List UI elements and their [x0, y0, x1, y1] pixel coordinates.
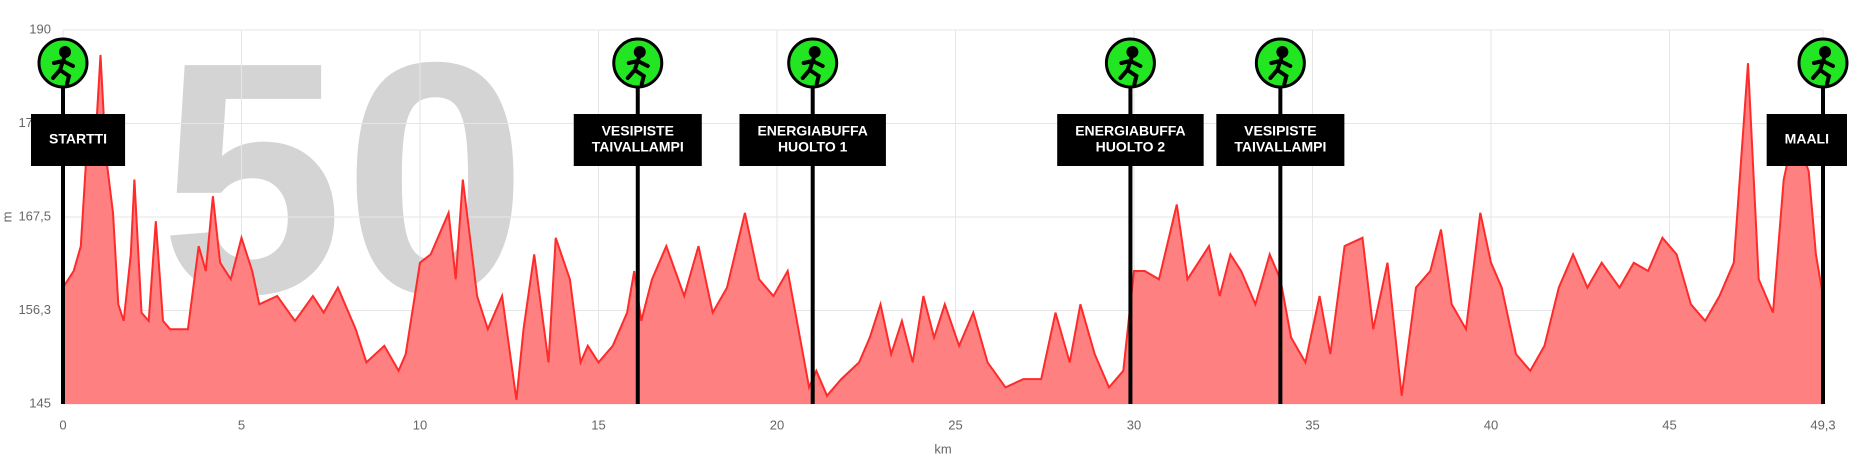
runner-head: [633, 46, 646, 58]
runner-body: [800, 56, 825, 86]
runner-head: [808, 46, 821, 58]
marker-label: STARTTI: [49, 131, 107, 147]
x-tick-label: 30: [1127, 417, 1141, 432]
area-fill: [63, 54, 1823, 405]
marker-label-box: [573, 114, 702, 166]
marker-label: ENERGIABUFFA: [1075, 123, 1185, 139]
x-tick-label: 20: [770, 417, 784, 432]
y-tick-label: 167,5: [18, 208, 51, 223]
runner-head: [1126, 46, 1139, 58]
marker-label: TAIVALLAMPI: [592, 139, 684, 155]
runner-body: [1811, 56, 1835, 86]
runner-head: [1819, 46, 1831, 58]
marker-label: MAALI: [1785, 131, 1829, 147]
marker-label: VESIPISTE: [602, 123, 674, 139]
waypoint-marker: MAALI: [1766, 37, 1849, 404]
x-axis-label: km: [934, 441, 951, 456]
marker-label: HUOLTO 2: [1096, 139, 1166, 155]
x-tick-label: 25: [948, 417, 962, 432]
x-tick-label: 0: [59, 417, 66, 432]
y-tick-label: 156,3: [18, 302, 51, 317]
runner-body: [1118, 56, 1143, 86]
x-tick-label: 49,3: [1810, 417, 1835, 432]
waypoint-marker: STARTTI: [31, 37, 126, 404]
marker-label: VESIPISTE: [1244, 123, 1316, 139]
runner-head: [59, 46, 71, 58]
y-tick-label: 190: [29, 21, 51, 36]
runner-body: [625, 56, 650, 86]
marker-label: ENERGIABUFFA: [757, 123, 867, 139]
runner-body: [51, 56, 75, 86]
marker-label-box: [1216, 114, 1345, 166]
x-tick-label: 35: [1305, 417, 1319, 432]
marker-label-box: [31, 114, 126, 166]
x-tick-label: 15: [591, 417, 605, 432]
y-axis-label: m: [0, 212, 14, 223]
elevation-line: [62, 54, 1824, 400]
marker-label: HUOLTO 1: [778, 139, 848, 155]
runner-head: [1276, 46, 1289, 58]
x-tick-label: 40: [1484, 417, 1498, 432]
marker-label-box: [739, 114, 886, 166]
x-tick-label: 10: [413, 417, 427, 432]
marker-label-box: [1057, 114, 1204, 166]
runner-body: [1268, 56, 1293, 86]
x-tick-label: 45: [1662, 417, 1676, 432]
y-tick-label: 145: [29, 395, 51, 410]
marker-label-box: [1766, 114, 1847, 166]
marker-label: TAIVALLAMPI: [1234, 139, 1326, 155]
x-tick-label: 5: [238, 417, 245, 432]
